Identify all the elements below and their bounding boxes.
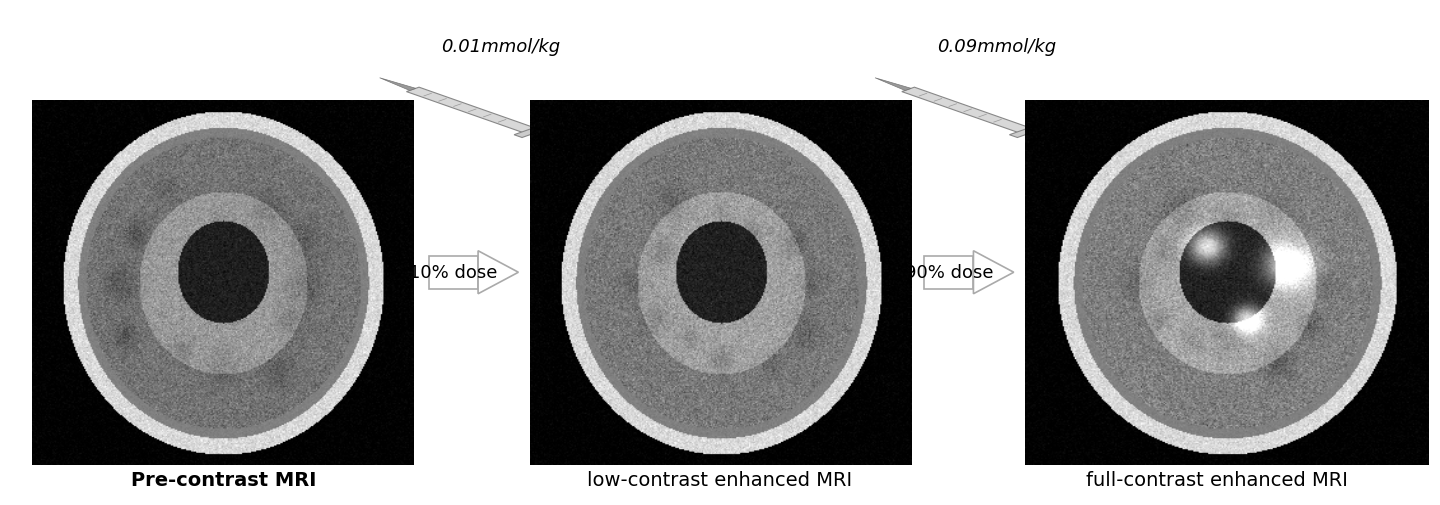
Polygon shape <box>876 79 912 91</box>
Text: 0.09mmol/kg: 0.09mmol/kg <box>937 37 1056 56</box>
Polygon shape <box>406 88 539 134</box>
FancyBboxPatch shape <box>429 257 478 289</box>
Polygon shape <box>901 88 1034 134</box>
Polygon shape <box>478 251 518 294</box>
Text: 10% dose: 10% dose <box>409 264 498 282</box>
Text: 90% dose: 90% dose <box>904 264 994 282</box>
Text: full-contrast enhanced MRI: full-contrast enhanced MRI <box>1086 470 1348 489</box>
Polygon shape <box>514 126 550 138</box>
Polygon shape <box>973 251 1014 294</box>
Text: Pre-contrast MRI: Pre-contrast MRI <box>131 470 315 489</box>
Text: 0.01mmol/kg: 0.01mmol/kg <box>442 37 560 56</box>
Polygon shape <box>1022 130 1064 145</box>
Polygon shape <box>527 130 569 145</box>
FancyBboxPatch shape <box>924 257 973 289</box>
Text: low-contrast enhanced MRI: low-contrast enhanced MRI <box>588 470 852 489</box>
Polygon shape <box>1009 126 1045 138</box>
Polygon shape <box>380 79 416 91</box>
